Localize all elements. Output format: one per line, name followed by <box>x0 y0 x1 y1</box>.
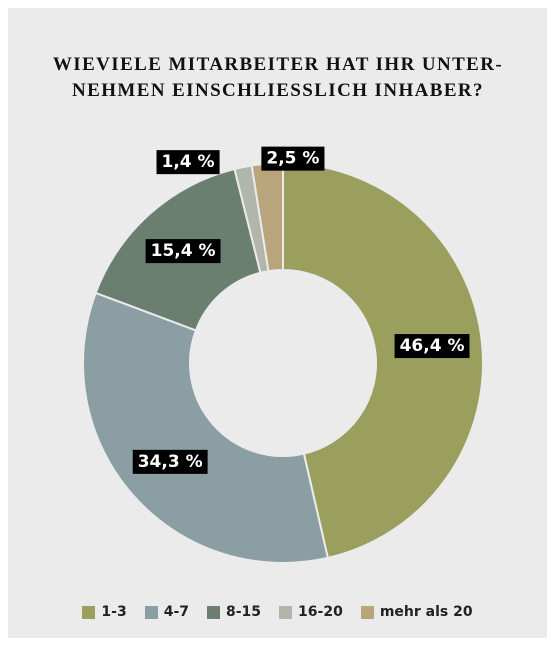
legend-item: 4-7 <box>144 604 189 620</box>
legend-swatch <box>360 605 374 619</box>
legend-swatch <box>144 605 158 619</box>
data-label-box <box>132 449 208 474</box>
donut-segment <box>282 161 484 560</box>
legend-label: 8-15 <box>226 604 262 620</box>
data-label-box <box>145 239 221 264</box>
data-label: 15,4 % <box>145 239 221 264</box>
legend-label: mehr als 20 <box>379 604 473 620</box>
legend-item: mehr als 20 <box>360 604 473 620</box>
legend-item: 1-3 <box>82 604 127 620</box>
chart-title: NEHMEN EINSCHLIESSLICH INHABER? <box>72 80 484 101</box>
data-label-text: 34,3 % <box>138 452 203 472</box>
data-label-text: 46,4 % <box>400 336 465 356</box>
legend-swatch <box>82 605 96 619</box>
legend-label: 1-3 <box>101 604 127 620</box>
legend-item: 8-15 <box>207 604 261 620</box>
chart-panel: WIEVIELE MITARBEITER HAT IHR UNTER- NEHM… <box>8 8 547 638</box>
legend-label: 16-20 <box>298 604 343 620</box>
data-label-text: 1,4 % <box>162 152 215 172</box>
legend-item: 16-20 <box>279 604 343 620</box>
data-label-box <box>394 334 470 359</box>
chart: WIEVIELE MITARBEITER HAT IHR UNTER- NEHM… <box>53 54 503 564</box>
donut-segment <box>82 291 330 564</box>
legend: 1-3 4-7 8-15 16-20 mehr als 20 <box>8 604 547 620</box>
data-label-text: 2,5 % <box>266 149 319 169</box>
chart-title: WIEVIELE MITARBEITER HAT IHR UNTER- <box>53 54 503 75</box>
data-label: 1,4 % <box>156 150 220 175</box>
data-label-text: 15,4 % <box>151 241 216 261</box>
data-label-box <box>156 150 220 175</box>
data-label: 46,4 % <box>394 334 470 359</box>
legend-swatch <box>207 605 220 619</box>
data-label: 34,3 % <box>132 449 208 474</box>
data-label-box <box>261 146 325 171</box>
legend-label: 4-7 <box>163 604 189 620</box>
data-label: 2,5 % <box>261 146 325 171</box>
legend-swatch <box>279 605 293 619</box>
